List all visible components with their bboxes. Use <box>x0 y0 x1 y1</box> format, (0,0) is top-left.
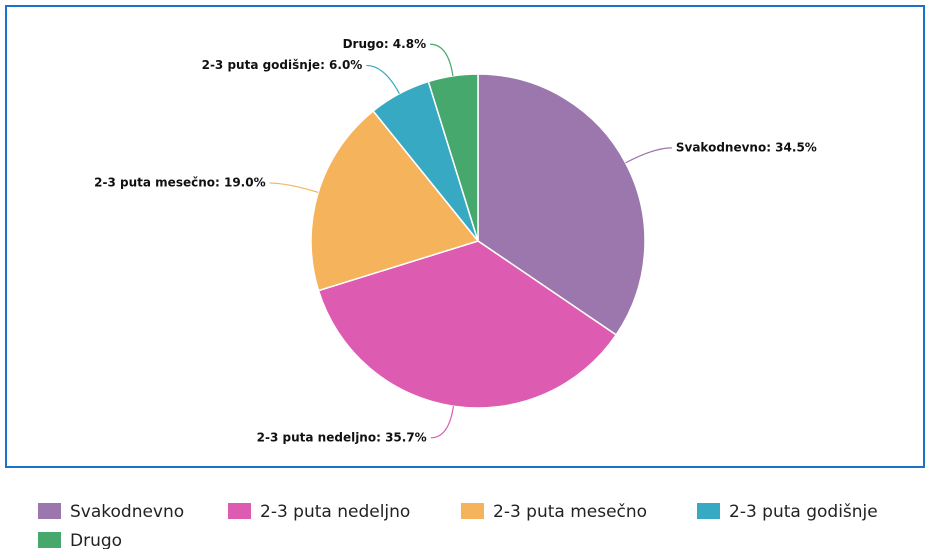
leader-line <box>430 43 454 76</box>
legend-swatch[interactable] <box>38 503 61 519</box>
leader-line <box>625 147 672 164</box>
legend-swatch[interactable] <box>697 503 720 519</box>
pie-slice <box>317 240 618 409</box>
legend-swatch[interactable] <box>228 503 251 519</box>
legend-swatch[interactable] <box>38 532 61 548</box>
pie-slice <box>310 109 480 292</box>
data-label: 2-3 puta mesečno: 19.0% <box>94 176 265 190</box>
leader-line <box>430 406 455 439</box>
legend-swatch[interactable] <box>461 503 484 519</box>
leader-line <box>366 64 400 94</box>
pie-slice <box>477 73 646 336</box>
legend-label[interactable]: 2-3 puta godišnje <box>729 502 878 522</box>
data-label: 2-3 puta nedeljno: 35.7% <box>257 430 427 444</box>
data-label: Svakodnevno: 34.5% <box>676 140 817 154</box>
legend-label[interactable]: 2-3 puta nedeljno <box>260 502 410 522</box>
data-label: Drugo: 4.8% <box>343 37 427 51</box>
legend-label[interactable]: Drugo <box>70 531 122 549</box>
leader-line <box>269 182 319 193</box>
pie-slice <box>427 73 479 242</box>
legend-label[interactable]: Svakodnevno <box>70 502 184 522</box>
data-label: 2-3 puta godišnje: 6.0% <box>202 58 363 72</box>
legend-label[interactable]: 2-3 puta mesečno <box>493 502 647 522</box>
